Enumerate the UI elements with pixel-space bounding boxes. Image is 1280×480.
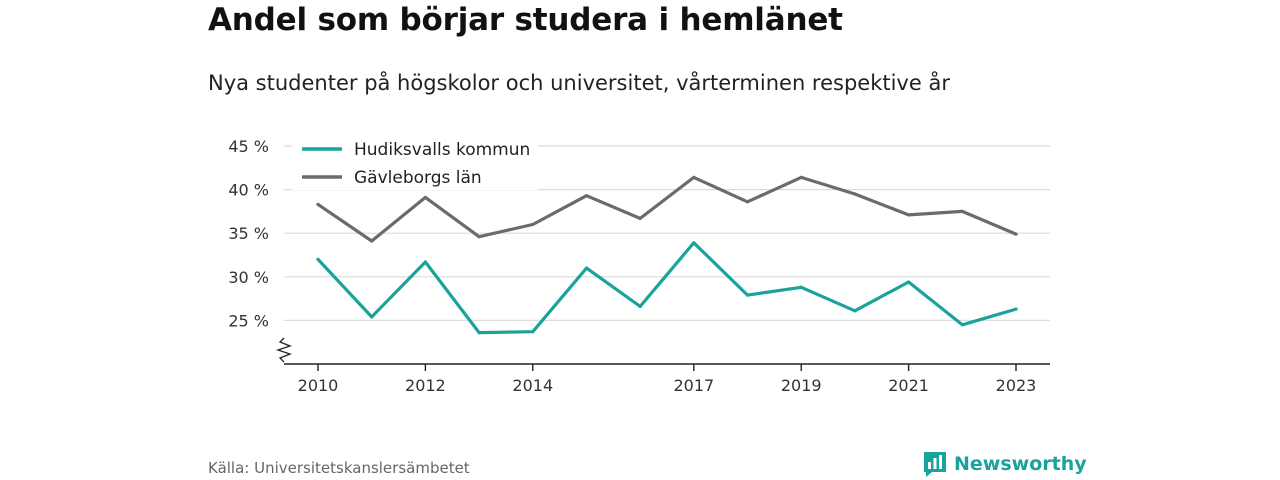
legend: Hudiksvalls kommun Gävleborgs län [292,134,538,190]
data-point [960,209,964,213]
data-point [1014,232,1018,236]
data-point [853,309,857,313]
data-point [531,222,535,227]
x-axis: 2010 2012 2014 2017 2019 2021 2023 [284,363,1050,395]
axis-break-zigzag [275,337,292,363]
brand-logo: Newsworthy [922,450,1087,478]
data-point [477,331,481,335]
series-line-2 [316,175,1018,243]
y-tick-label: 45 % [228,137,269,156]
data-point [907,280,911,284]
data-point [370,315,374,319]
x-tick-label: 2012 [405,376,446,395]
chart-title: Andel som börjar studera i hemlänet [208,2,843,38]
brand-name: Newsworthy [954,453,1087,475]
data-point [638,304,642,309]
x-tick-label: 2019 [781,376,822,395]
data-point [907,213,911,217]
x-tick-label: 2023 [996,376,1037,395]
legend-label: Gävleborgs län [354,168,482,188]
legend-background [292,134,538,190]
data-point [799,175,803,179]
bar-chart-speech-bubble-icon [924,452,946,477]
data-point [316,202,320,207]
data-point [316,257,320,261]
source-note: Källa: Universitetskanslersämbetet [208,459,470,477]
data-point [423,195,427,200]
legend-label: Hudiksvalls kommun [354,140,530,160]
data-point [745,293,750,297]
x-tick-label: 2017 [673,376,714,395]
data-point [584,266,589,270]
data-point [692,241,696,245]
data-point [960,323,964,327]
series-line-1 [316,241,1018,335]
data-point [584,194,589,198]
axis-break-icon [275,337,292,363]
data-point [638,216,642,220]
data-point [423,260,427,264]
data-point [853,192,857,196]
y-tick-label: 40 % [228,181,269,200]
y-axis-ticks: 25 % 30 % 35 % 40 % 45 % [228,137,269,330]
data-point [799,285,803,289]
data-point [1014,307,1018,311]
line-chart: 25 %30 %35 %40 %45 % 2010 2012 2014 2017 201… [228,134,1050,395]
series-lines [316,175,1018,335]
x-tick-label: 2014 [512,376,553,395]
y-tick-label: 30 % [228,268,269,287]
data-point [370,239,374,243]
chart-subtitle: Nya studenter på högskolor och universit… [208,71,950,95]
x-tick-label: 2010 [298,376,339,395]
data-point [477,235,481,239]
data-point [531,330,535,334]
data-point [745,200,750,204]
y-tick-label: 35 % [228,224,269,243]
y-tick-label: 25 % [228,311,269,330]
x-tick-label: 2021 [888,376,929,395]
data-point [692,175,696,179]
